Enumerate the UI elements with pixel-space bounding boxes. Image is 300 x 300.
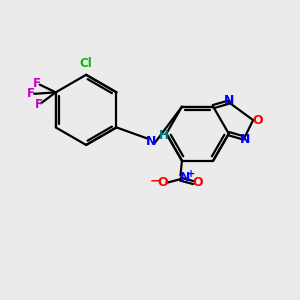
Text: N: N — [179, 171, 190, 184]
Text: Cl: Cl — [80, 57, 92, 70]
Text: N: N — [240, 134, 250, 146]
Text: O: O — [252, 114, 263, 127]
Text: −: − — [149, 175, 160, 188]
Text: N: N — [146, 135, 157, 148]
Text: F: F — [27, 87, 35, 100]
Text: H: H — [159, 129, 169, 142]
Text: N: N — [224, 94, 235, 107]
Text: O: O — [157, 176, 168, 189]
Text: +: + — [187, 169, 195, 179]
Text: F: F — [33, 77, 41, 90]
Text: F: F — [34, 98, 43, 111]
Text: O: O — [192, 176, 203, 189]
